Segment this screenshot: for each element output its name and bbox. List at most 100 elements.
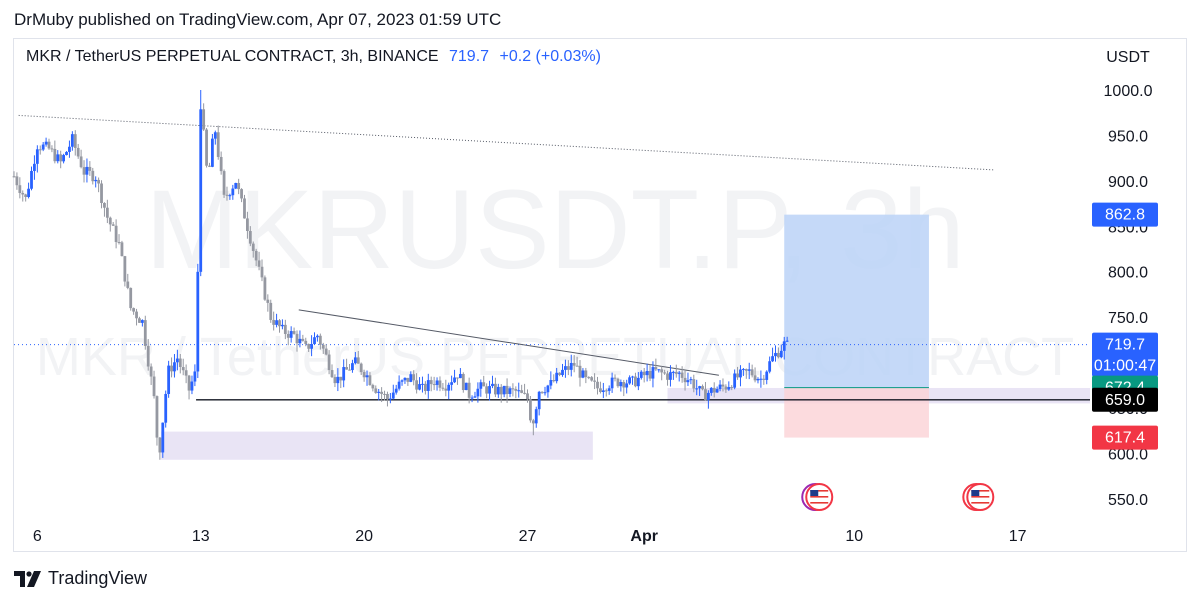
candle-body — [187, 375, 191, 391]
candle-body — [333, 377, 337, 384]
candle-body — [190, 381, 194, 391]
price-label-box — [1092, 425, 1158, 450]
candle-body — [733, 373, 737, 388]
candle-body — [441, 387, 445, 389]
candle-body — [657, 369, 661, 371]
x-tick-label: 6 — [33, 528, 42, 545]
candle-body — [473, 396, 477, 398]
candle-body — [149, 366, 153, 377]
candle-body — [348, 369, 351, 371]
candle-body — [237, 182, 241, 190]
candle-body — [604, 390, 608, 392]
candle-body — [257, 260, 261, 267]
candle-body — [526, 393, 529, 400]
candle-body — [356, 357, 360, 364]
candle-body — [610, 377, 614, 389]
candle-body — [663, 372, 667, 374]
candle-body — [464, 382, 468, 391]
candle-body — [152, 376, 156, 397]
candle-body — [321, 344, 325, 349]
candle-body — [35, 149, 39, 164]
candle-body — [272, 319, 276, 325]
candle-body — [158, 437, 162, 453]
candle-body — [85, 166, 89, 175]
zone-target — [784, 214, 929, 388]
candle-body — [680, 372, 684, 378]
candle-body — [380, 391, 384, 394]
candle-body — [741, 369, 745, 371]
flag-stripe-icon — [810, 499, 829, 501]
x-tick-label: 10 — [845, 528, 863, 545]
candle-body — [613, 377, 617, 379]
candle-body — [146, 345, 150, 367]
candle-body — [339, 376, 343, 381]
candle-body — [70, 134, 74, 147]
candle-body — [450, 382, 454, 385]
candle-body — [491, 383, 494, 387]
candle-body — [161, 422, 165, 453]
price-label-box — [1092, 202, 1158, 227]
candle-body — [143, 320, 147, 346]
candle-body — [368, 375, 372, 386]
candle-body — [677, 372, 681, 374]
price-label-countdown: 01:00:47 — [1094, 358, 1156, 375]
zone-demand — [161, 431, 593, 460]
candle-body — [345, 367, 349, 370]
candle-body — [386, 393, 389, 400]
candle-body — [508, 388, 512, 394]
candle-body — [202, 109, 206, 130]
candle-body — [712, 387, 716, 393]
us-flag-event-icon — [801, 483, 834, 511]
candle-body — [79, 156, 83, 168]
candle-body — [155, 396, 159, 438]
candle-body — [744, 369, 748, 371]
candle-body — [444, 388, 448, 391]
candle-body — [21, 193, 25, 195]
candle-body — [173, 362, 176, 372]
candle-body — [266, 299, 270, 303]
candle-body — [359, 363, 363, 373]
candle-body — [558, 372, 561, 376]
candle-body — [569, 362, 573, 370]
candle-body — [636, 377, 640, 387]
candle-body — [138, 318, 141, 323]
candle-body — [283, 324, 287, 334]
candle-body — [213, 132, 217, 139]
candle-body — [251, 243, 255, 251]
candle-body — [537, 391, 541, 410]
candle-body — [648, 371, 652, 379]
candle-body — [435, 380, 439, 385]
x-tick-label: 27 — [519, 528, 537, 545]
candle-body — [543, 392, 547, 394]
candle-body — [750, 369, 754, 376]
tradingview-footer[interactable]: TradingView — [14, 568, 147, 589]
x-tick-label: 20 — [355, 528, 373, 545]
candle-body — [132, 308, 136, 312]
candle-body — [561, 369, 564, 376]
candle-body — [388, 398, 392, 400]
candle-body — [458, 373, 462, 379]
candle-body — [546, 385, 550, 393]
candle-body — [651, 367, 655, 379]
candle-body — [432, 384, 436, 386]
candle-body — [59, 154, 63, 162]
candle-body — [65, 151, 68, 156]
x-tick-label: Apr — [630, 528, 658, 545]
candle-body — [756, 378, 760, 381]
candle-body — [231, 188, 235, 196]
candle-body — [365, 375, 369, 378]
candle-body — [739, 369, 742, 378]
candle-body — [590, 377, 594, 381]
candle-body — [631, 376, 634, 378]
candle-body — [671, 371, 675, 373]
candle-body — [234, 182, 238, 189]
candle-body — [248, 230, 252, 244]
candle-body — [777, 352, 780, 358]
candle-body — [774, 352, 777, 357]
candle-body — [727, 386, 731, 390]
candle-body — [467, 382, 471, 398]
candle-body — [307, 343, 311, 349]
candle-body — [391, 392, 395, 399]
candle-body — [53, 148, 57, 162]
